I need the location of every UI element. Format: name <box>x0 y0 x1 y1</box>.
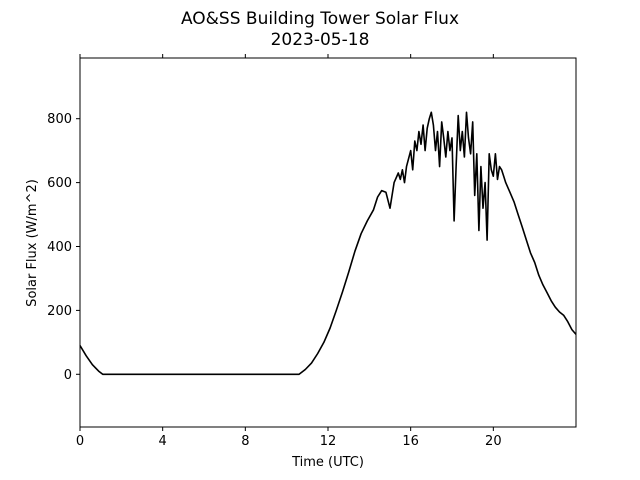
chart-subtitle: 2023-05-18 <box>271 30 370 50</box>
y-tick-label-600: 600 <box>47 176 72 191</box>
chart-title: AO&SS Building Tower Solar Flux <box>181 9 459 29</box>
x-axis-label: Time (UTC) <box>291 455 364 470</box>
y-tick-label-0: 0 <box>64 368 72 383</box>
y-tick-label-400: 400 <box>47 240 72 255</box>
x-tick-label-0: 0 <box>76 434 84 449</box>
x-tick-label-16: 16 <box>402 434 419 449</box>
x-tick-label-4: 4 <box>159 434 167 449</box>
y-tick-label-200: 200 <box>47 304 72 319</box>
y-tick-label-800: 800 <box>47 112 72 127</box>
x-tick-label-20: 20 <box>485 434 502 449</box>
x-tick-label-12: 12 <box>320 434 337 449</box>
axes-frame <box>79 57 577 428</box>
y-axis-label: Solar Flux (W/m^2) <box>25 179 40 307</box>
x-tick-label-8: 8 <box>241 434 249 449</box>
series-line-0 <box>79 111 577 376</box>
